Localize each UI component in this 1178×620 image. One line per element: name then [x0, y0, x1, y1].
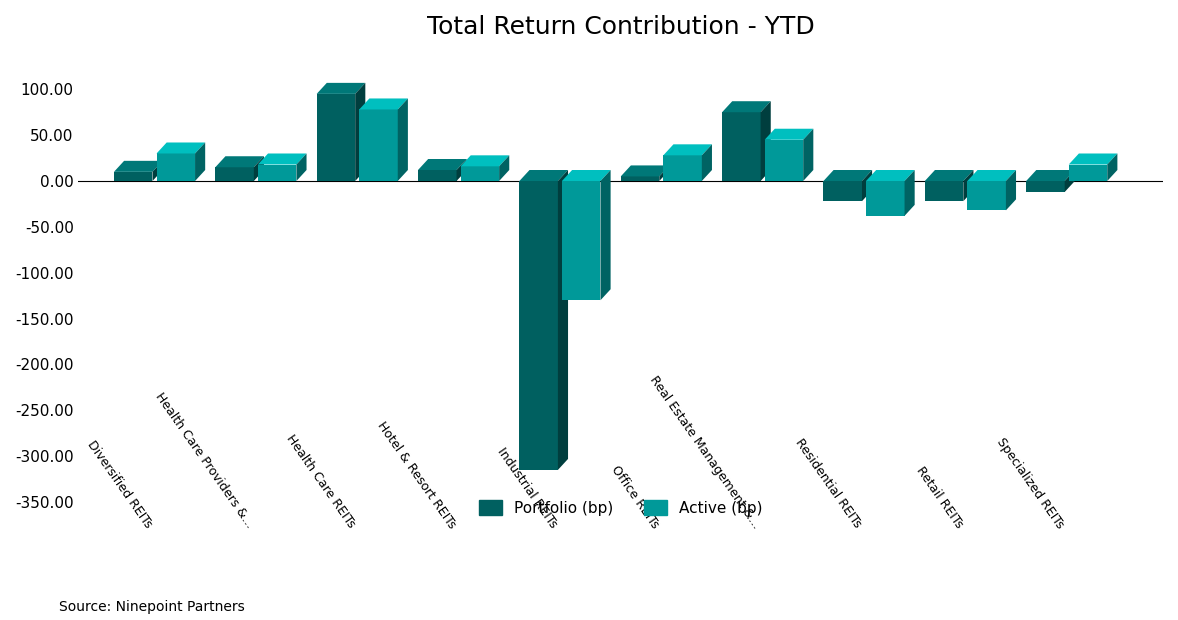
Polygon shape	[157, 154, 196, 181]
Polygon shape	[964, 170, 973, 201]
Polygon shape	[418, 159, 466, 170]
Polygon shape	[905, 170, 914, 216]
Polygon shape	[967, 181, 1006, 210]
Polygon shape	[562, 170, 610, 181]
Polygon shape	[499, 156, 509, 181]
Polygon shape	[663, 144, 712, 156]
Polygon shape	[152, 161, 163, 181]
Polygon shape	[765, 129, 813, 140]
Polygon shape	[1068, 154, 1118, 164]
Polygon shape	[562, 181, 601, 300]
Text: Source: Ninepoint Partners: Source: Ninepoint Partners	[59, 600, 245, 614]
Polygon shape	[1107, 154, 1118, 181]
Polygon shape	[356, 83, 365, 181]
Polygon shape	[216, 167, 253, 181]
Polygon shape	[765, 140, 803, 181]
Polygon shape	[398, 99, 408, 181]
Polygon shape	[519, 170, 568, 181]
Polygon shape	[925, 170, 973, 181]
Polygon shape	[297, 154, 306, 181]
Polygon shape	[317, 83, 365, 94]
Polygon shape	[253, 156, 264, 181]
Polygon shape	[866, 170, 914, 181]
Polygon shape	[722, 112, 761, 181]
Polygon shape	[258, 154, 306, 164]
Polygon shape	[823, 181, 862, 201]
Polygon shape	[1026, 181, 1065, 192]
Polygon shape	[823, 170, 872, 181]
Polygon shape	[967, 170, 1017, 181]
Polygon shape	[157, 143, 205, 154]
Polygon shape	[1026, 170, 1074, 181]
Polygon shape	[418, 170, 457, 181]
Polygon shape	[925, 181, 964, 201]
Polygon shape	[114, 161, 163, 172]
Polygon shape	[803, 129, 813, 181]
Polygon shape	[722, 101, 770, 112]
Polygon shape	[114, 172, 152, 181]
Polygon shape	[1006, 170, 1017, 210]
Polygon shape	[359, 99, 408, 110]
Polygon shape	[457, 159, 466, 181]
Polygon shape	[1068, 164, 1107, 181]
Polygon shape	[862, 170, 872, 201]
Polygon shape	[702, 144, 712, 181]
Polygon shape	[461, 156, 509, 166]
Polygon shape	[196, 143, 205, 181]
Legend: Portfolio (bp), Active (bp): Portfolio (bp), Active (bp)	[472, 494, 769, 522]
Polygon shape	[461, 166, 499, 181]
Polygon shape	[663, 156, 702, 181]
Polygon shape	[216, 156, 264, 167]
Polygon shape	[1065, 170, 1074, 192]
Polygon shape	[601, 170, 610, 300]
Polygon shape	[621, 166, 669, 177]
Polygon shape	[359, 110, 398, 181]
Polygon shape	[761, 101, 770, 181]
Polygon shape	[660, 166, 669, 181]
Polygon shape	[258, 164, 297, 181]
Polygon shape	[621, 177, 660, 181]
Title: Total Return Contribution - YTD: Total Return Contribution - YTD	[426, 15, 815, 39]
Polygon shape	[519, 181, 558, 470]
Polygon shape	[558, 170, 568, 470]
Polygon shape	[317, 94, 356, 181]
Polygon shape	[866, 181, 905, 216]
